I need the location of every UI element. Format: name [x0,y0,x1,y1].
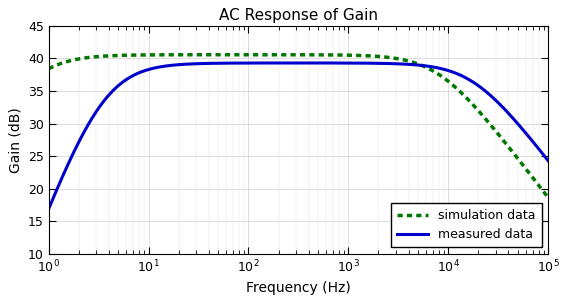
simulation data [531,178,537,181]
Y-axis label: Gain (dB): Gain (dB) [9,107,22,173]
Line: measured data: measured data [49,63,548,209]
measured data [45,207,52,211]
measured data [275,61,282,65]
simulation data [70,58,77,62]
simulation data [545,196,552,199]
measured data [439,67,446,71]
simulation data [439,75,446,78]
X-axis label: Frequency (Hz): Frequency (Hz) [246,281,351,295]
Legend: simulation data, measured data: simulation data, measured data [391,203,542,248]
measured data [70,150,77,153]
measured data [531,141,537,145]
simulation data [45,67,52,71]
measured data [531,141,537,145]
Title: AC Response of Gain: AC Response of Gain [219,8,378,23]
Line: simulation data: simulation data [49,55,548,198]
simulation data [531,177,537,181]
measured data [545,159,552,163]
simulation data [275,53,282,57]
simulation data [289,53,295,57]
measured data [288,61,295,65]
simulation data [235,53,242,57]
measured data [293,61,299,65]
